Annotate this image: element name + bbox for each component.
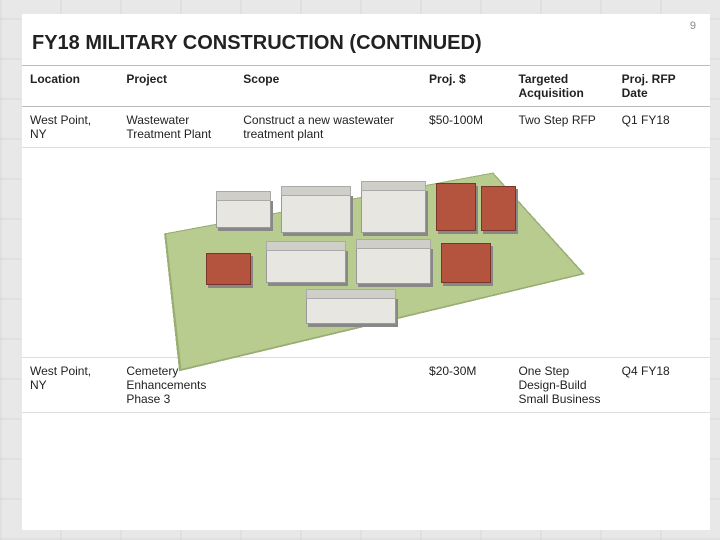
cell-project: Cemetery Enhancements Phase 3 bbox=[118, 358, 235, 413]
cell-cost: $20-30M bbox=[421, 358, 510, 413]
facility-rendering bbox=[22, 148, 710, 358]
cell-cost: $50-100M bbox=[421, 107, 510, 148]
table-row-render bbox=[22, 148, 710, 358]
slide-card: 9 FY18 MILITARY CONSTRUCTION (CONTINUED)… bbox=[22, 14, 710, 530]
cell-rfp: Q4 FY18 bbox=[614, 358, 710, 413]
cell-location: West Point, NY bbox=[22, 107, 118, 148]
col-header-location: Location bbox=[22, 66, 118, 107]
col-header-cost: Proj. $ bbox=[421, 66, 510, 107]
cell-location: West Point, NY bbox=[22, 358, 118, 413]
cell-project: Wastewater Treatment Plant bbox=[118, 107, 235, 148]
cell-scope: Construct a new wastewater treatment pla… bbox=[235, 107, 421, 148]
page-title: FY18 MILITARY CONSTRUCTION (CONTINUED) bbox=[22, 14, 710, 65]
cell-scope bbox=[235, 358, 421, 413]
cell-acquisition: Two Step RFP bbox=[510, 107, 613, 148]
table-header-row: Location Project Scope Proj. $ Targeted … bbox=[22, 66, 710, 107]
projects-table: Location Project Scope Proj. $ Targeted … bbox=[22, 65, 710, 413]
col-header-acquisition: Targeted Acquisition bbox=[510, 66, 613, 107]
col-header-rfp: Proj. RFP Date bbox=[614, 66, 710, 107]
col-header-project: Project bbox=[118, 66, 235, 107]
col-header-scope: Scope bbox=[235, 66, 421, 107]
cell-acquisition: One Step Design-Build Small Business bbox=[510, 358, 613, 413]
table-row: West Point, NY Wastewater Treatment Plan… bbox=[22, 107, 710, 148]
table-row: West Point, NY Cemetery Enhancements Pha… bbox=[22, 358, 710, 413]
page-number: 9 bbox=[690, 20, 696, 32]
cell-rfp: Q1 FY18 bbox=[614, 107, 710, 148]
